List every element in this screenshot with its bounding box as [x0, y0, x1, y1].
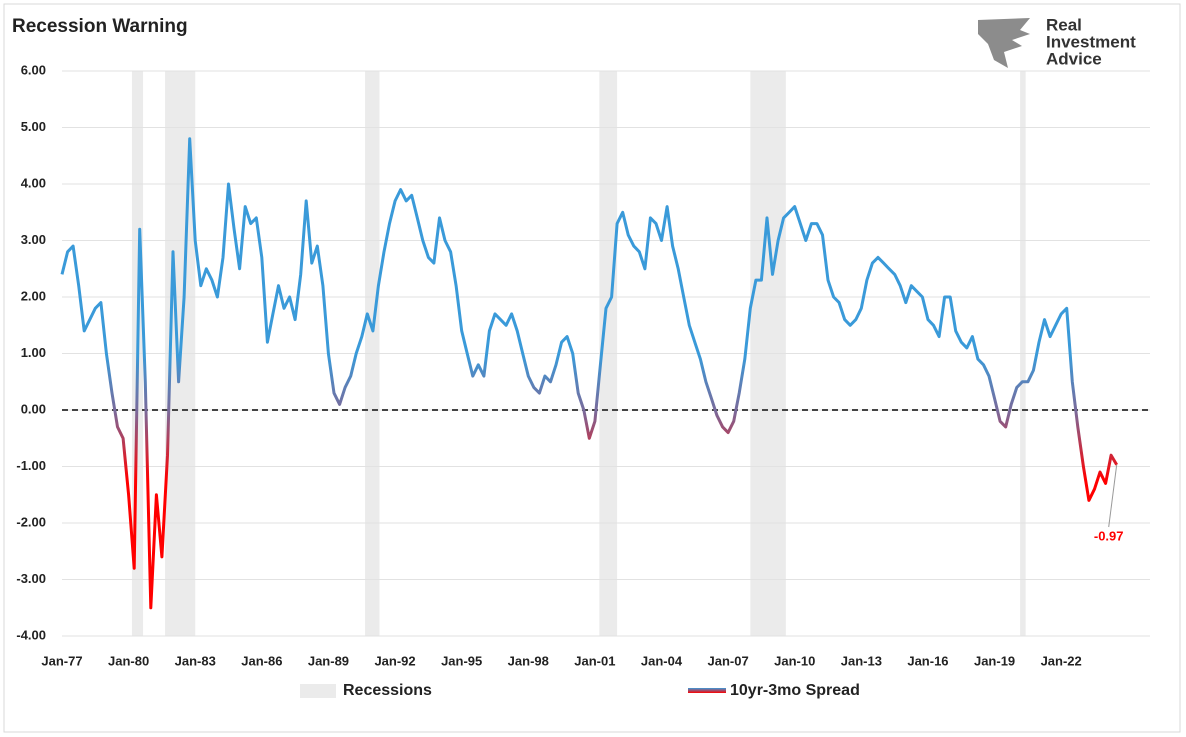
brand-text: Investment — [1046, 32, 1136, 51]
x-tick-label: Jan-13 — [841, 653, 882, 668]
x-tick-label: Jan-01 — [574, 653, 615, 668]
legend-swatch — [688, 688, 726, 693]
brand-text: Real — [1046, 15, 1082, 34]
y-tick-label: 2.00 — [21, 288, 46, 303]
x-tick-label: Jan-10 — [774, 653, 815, 668]
y-tick-label: 4.00 — [21, 175, 46, 190]
x-tick-label: Jan-16 — [907, 653, 948, 668]
y-tick-label: -2.00 — [16, 514, 46, 529]
legend-label: Recessions — [343, 682, 432, 699]
x-tick-label: Jan-86 — [241, 653, 282, 668]
text-layer: 6.00 5.00 4.00 3.00 2.00 1.00 0.00 -1.00 -2.00 -3… — [16, 62, 1123, 699]
legend-label: 10yr-3mo Spread — [730, 682, 860, 699]
x-tick-label: Jan-95 — [441, 653, 482, 668]
y-tick-label: 1.00 — [21, 345, 46, 360]
x-tick-label: Jan-19 — [974, 653, 1015, 668]
data-label: -0.97 — [1094, 528, 1124, 543]
y-tick-label: -4.00 — [16, 627, 46, 642]
legend-swatch — [300, 684, 336, 698]
x-tick-label: Jan-83 — [175, 653, 216, 668]
y-tick-label: 3.00 — [21, 232, 46, 247]
x-tick-label: Jan-89 — [308, 653, 349, 668]
y-tick-label: 0.00 — [21, 401, 46, 416]
x-tick-label: Jan-07 — [708, 653, 749, 668]
brand-text: Advice — [1046, 49, 1102, 68]
line-layer — [60, 137, 1118, 610]
y-tick-label: -3.00 — [16, 571, 46, 586]
chart-title: Recession Warning — [12, 16, 188, 37]
spread-line — [60, 137, 1118, 610]
x-tick-label: Jan-77 — [41, 653, 82, 668]
brand-logo: Real Investment Advice — [978, 15, 1136, 68]
x-tick-label: Jan-22 — [1041, 653, 1082, 668]
logo-icon — [978, 18, 1030, 68]
y-tick-label: 5.00 — [21, 119, 46, 134]
x-tick-label: Jan-04 — [641, 653, 683, 668]
y-tick-label: 6.00 — [21, 62, 46, 77]
annotation-leader — [1108, 464, 1118, 528]
y-tick-label: -1.00 — [16, 458, 46, 473]
x-tick-label: Jan-92 — [374, 653, 415, 668]
x-tick-label: Jan-98 — [508, 653, 549, 668]
x-tick-label: Jan-80 — [108, 653, 149, 668]
